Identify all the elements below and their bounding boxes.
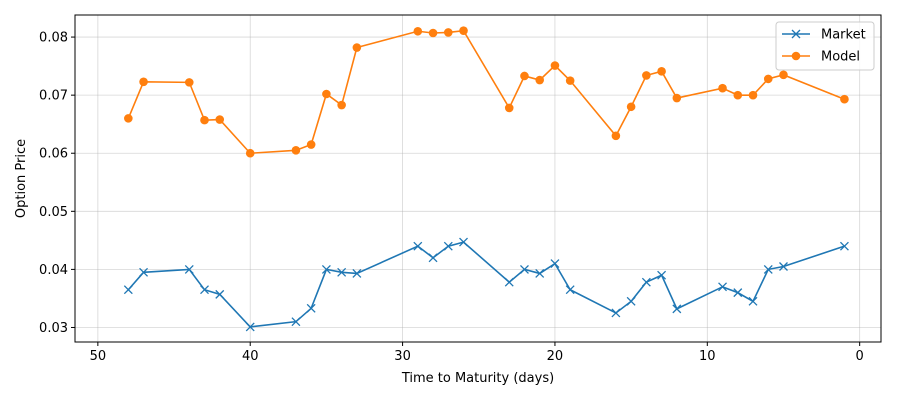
model-point — [763, 74, 773, 84]
market-point — [245, 322, 255, 332]
model-point — [459, 26, 468, 35]
market-point — [443, 241, 453, 251]
market-point — [657, 270, 667, 280]
model-point — [840, 94, 849, 104]
legend-item-model: Model — [782, 50, 860, 65]
model-point — [565, 76, 575, 85]
market-point — [123, 285, 133, 295]
market-point — [641, 277, 651, 287]
model-point — [443, 28, 453, 37]
model-point — [535, 75, 545, 85]
model-point — [733, 90, 743, 100]
y-tick-label: 0.07 — [39, 89, 68, 104]
market-point — [672, 304, 682, 314]
market-point — [306, 303, 316, 313]
market-point — [520, 264, 529, 274]
model-point — [322, 89, 331, 99]
market-point — [459, 237, 468, 247]
model-point — [779, 70, 788, 80]
model-point — [672, 93, 682, 103]
market-point — [611, 308, 621, 318]
model-point — [520, 71, 529, 81]
model-point — [139, 77, 148, 87]
model-point — [245, 148, 255, 158]
model-point — [337, 100, 346, 110]
model-point — [291, 146, 301, 155]
legend: Market Model — [775, 21, 875, 71]
market-point — [139, 267, 149, 277]
series-group — [123, 26, 849, 332]
model-series — [124, 26, 849, 158]
ticks-group: 50 40 30 20 10 0 0.03 0.04 0.05 0.06 0.07 0.08 — [39, 31, 864, 364]
market-point — [352, 269, 362, 278]
model-point — [306, 140, 316, 149]
model-point — [184, 78, 194, 87]
x-tick-label: 40 — [242, 349, 259, 364]
market-point — [748, 296, 758, 306]
model-point — [124, 114, 133, 123]
x-tick-label: 10 — [699, 349, 716, 364]
market-point — [718, 282, 728, 292]
x-tick-label: 50 — [90, 349, 107, 364]
market-point — [535, 269, 545, 278]
market-series — [123, 237, 849, 332]
legend-label: Model — [821, 50, 860, 65]
model-point — [550, 61, 560, 70]
model-point — [642, 71, 651, 80]
x-axis-label: Time to Maturity (days) — [401, 371, 554, 386]
market-point — [321, 264, 331, 274]
market-point — [733, 288, 743, 298]
model-point — [504, 103, 514, 113]
market-point — [184, 264, 194, 274]
x-tick-label: 0 — [856, 349, 864, 364]
market-point — [779, 262, 788, 271]
market-point — [428, 253, 438, 263]
model-point — [748, 90, 758, 100]
market-point — [626, 296, 636, 306]
model-point — [657, 67, 666, 76]
model-point — [626, 102, 636, 112]
y-tick-label: 0.06 — [39, 147, 68, 162]
y-tick-label: 0.05 — [39, 205, 68, 220]
market-point — [839, 241, 849, 251]
market-point — [200, 285, 209, 295]
market-point — [763, 264, 773, 274]
market-point — [565, 285, 575, 295]
model-point — [428, 28, 438, 38]
x-tick-label: 20 — [547, 349, 564, 364]
market-point — [791, 29, 801, 39]
market-point — [337, 267, 347, 277]
market-point — [413, 241, 423, 251]
x-tick-label: 30 — [394, 349, 411, 364]
model-point — [413, 26, 423, 36]
plot-frame — [74, 14, 882, 343]
model-point — [200, 115, 209, 125]
market-point — [215, 289, 225, 299]
market-point — [550, 259, 560, 269]
market-point — [504, 277, 514, 287]
legend-item-market: Market — [782, 28, 866, 43]
model-point — [352, 43, 362, 52]
model-point — [215, 115, 225, 124]
y-tick-label: 0.03 — [39, 321, 68, 336]
model-point — [718, 83, 727, 93]
y-tick-label: 0.08 — [39, 31, 68, 46]
y-tick-label: 0.04 — [39, 263, 68, 278]
market-point — [291, 317, 301, 327]
legend-label: Market — [821, 28, 866, 43]
y-axis-label: Option Price — [14, 139, 29, 218]
model-point — [611, 131, 621, 141]
model-point — [791, 51, 801, 61]
